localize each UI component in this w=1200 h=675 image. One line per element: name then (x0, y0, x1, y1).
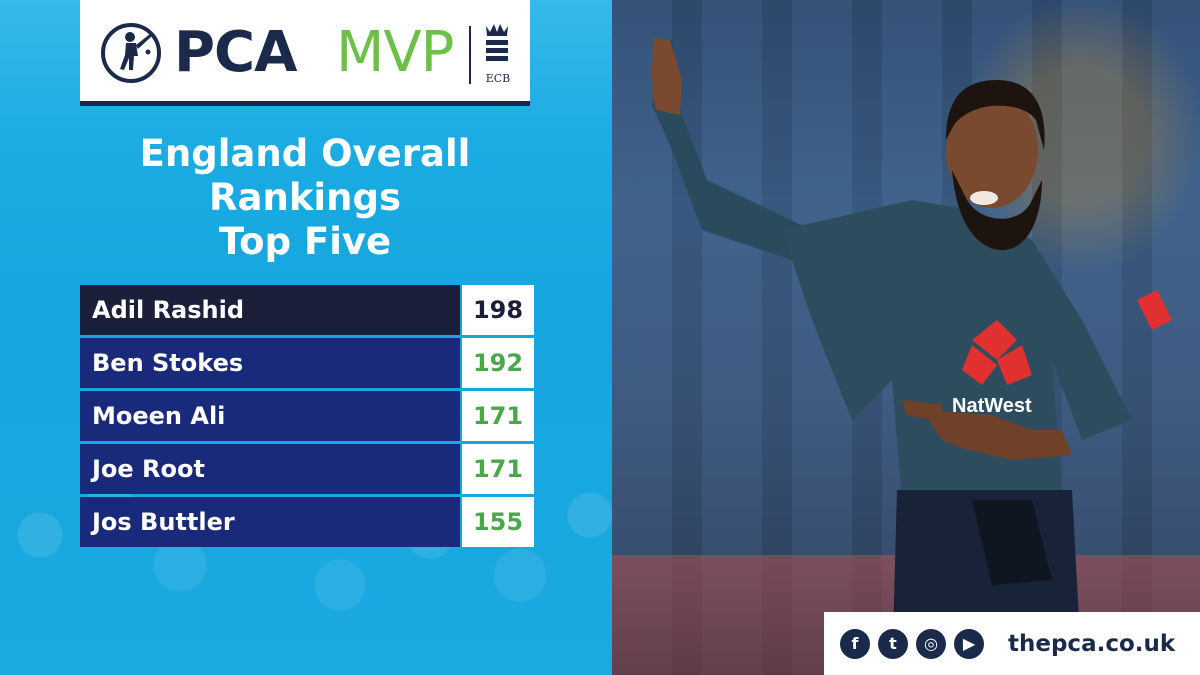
left-panel: PCA MVP ECB England Overall Rankings Top… (0, 0, 612, 675)
celebrating-cricketer-image: NatWest (652, 38, 1172, 675)
player-photo: NatWest (612, 0, 1200, 675)
instagram-icon[interactable]: ◎ (916, 629, 946, 659)
ranking-row: Moeen Ali 171 (80, 391, 534, 441)
title-line-2: Rankings (209, 176, 401, 219)
player-name: Jos Buttler (80, 497, 460, 547)
player-score: 155 (462, 497, 534, 547)
rankings-table: Adil Rashid 198 Ben Stokes 192 Moeen Ali… (80, 285, 534, 550)
ranking-row: Jos Buttler 155 (80, 497, 534, 547)
cricket-batsman-icon (101, 23, 161, 83)
shirt-sponsor-text: NatWest (952, 395, 1032, 417)
player-score: 171 (462, 391, 534, 441)
player-name: Adil Rashid (80, 285, 460, 335)
pca-mvp-logo: PCA MVP ECB (80, 0, 530, 106)
logo-mvp-text: MVP (336, 20, 454, 85)
youtube-icon[interactable]: ▶ (954, 629, 984, 659)
ranking-row: Ben Stokes 192 (80, 338, 534, 388)
title-line-3: Top Five (218, 220, 392, 263)
website-link[interactable]: thepca.co.uk (1008, 631, 1176, 657)
title-line-1: England Overall (139, 132, 471, 175)
facebook-icon[interactable]: f (840, 629, 870, 659)
ranking-row: Joe Root 171 (80, 444, 534, 494)
player-score: 192 (462, 338, 534, 388)
player-name: Joe Root (80, 444, 460, 494)
player-score: 198 (462, 285, 534, 335)
ecb-label: ECB (485, 72, 511, 85)
social-bar: f t ◎ ▶ thepca.co.uk (824, 612, 1200, 675)
logo-pca-text: PCA (174, 20, 297, 85)
twitter-icon[interactable]: t (878, 629, 908, 659)
logo-divider (469, 26, 471, 84)
player-score: 171 (462, 444, 534, 494)
ranking-row: Adil Rashid 198 (80, 285, 534, 335)
ecb-crown-crest-icon (486, 24, 508, 61)
page-title: England Overall Rankings Top Five (80, 132, 530, 264)
player-name: Moeen Ali (80, 391, 460, 441)
player-name: Ben Stokes (80, 338, 460, 388)
